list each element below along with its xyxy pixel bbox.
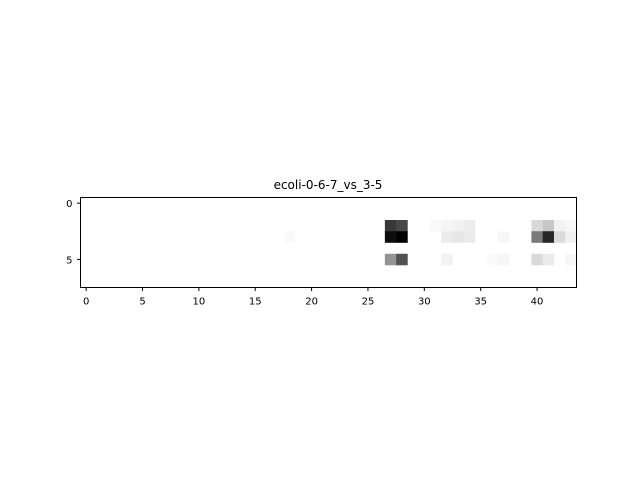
x-tick-label: 10 — [192, 297, 205, 308]
heatmap-cell — [486, 253, 498, 266]
heatmap-cell — [452, 231, 465, 243]
heatmap-cell — [542, 220, 555, 232]
x-tick-label: 0 — [83, 297, 89, 308]
heatmap-cell — [497, 231, 510, 243]
x-tick-label: 30 — [418, 297, 431, 308]
heatmap-cell — [441, 231, 453, 243]
x-axis-ticks: 0 5 10 15 20 25 30 35 40 — [83, 287, 544, 308]
x-tick-label: 40 — [531, 297, 544, 308]
x-tick-label: 15 — [249, 297, 262, 308]
chart-title: ecoli-0-6-7_vs_3-5 — [274, 178, 383, 192]
heatmap-cell — [542, 253, 555, 266]
heatmap-cell — [463, 231, 476, 243]
heatmap-cell — [441, 220, 453, 232]
x-tick-label: 20 — [305, 297, 318, 308]
heatmap-cell — [384, 253, 397, 266]
heatmap-cell — [531, 231, 543, 243]
y-tick-label: 0 — [66, 199, 72, 210]
x-tick-label: 35 — [474, 297, 487, 308]
x-tick-label: 5 — [139, 297, 145, 308]
heatmap-cell — [531, 220, 543, 232]
heatmap-cell — [441, 253, 453, 266]
y-axis-ticks: 05 — [66, 199, 81, 266]
heatmap-cell — [396, 253, 408, 266]
heatmap-cell — [553, 220, 566, 232]
heatmap-cell — [531, 253, 543, 266]
x-tick-label: 25 — [362, 297, 375, 308]
plot-area — [80, 197, 577, 288]
heatmap-cell — [542, 231, 555, 243]
heatmap-cell — [452, 220, 465, 232]
heatmap-cell — [565, 231, 577, 243]
heatmap-cell — [565, 253, 577, 266]
heatmap-cell — [565, 220, 577, 232]
heatmap-cell — [497, 253, 510, 266]
plot-background — [80, 197, 577, 288]
heatmap-cell — [283, 231, 295, 243]
y-tick-label: 5 — [66, 255, 72, 266]
heatmap-cell — [384, 231, 397, 243]
heatmap-cell — [384, 220, 397, 232]
heatmap-cell — [396, 220, 408, 232]
heatmap-cell — [396, 231, 408, 243]
axes-frame — [80, 197, 577, 288]
heatmap-cell — [429, 220, 442, 232]
heatmap-cell — [553, 231, 566, 243]
heatmap-cell — [463, 220, 476, 232]
